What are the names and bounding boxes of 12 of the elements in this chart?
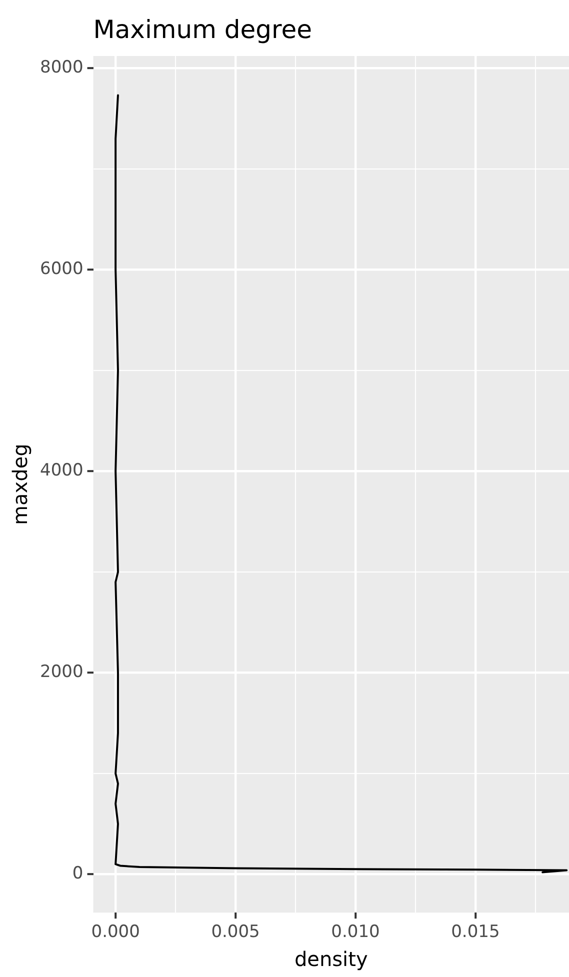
x-tick-label: 0.000: [91, 922, 140, 942]
y-tick-label: 4000: [40, 460, 84, 481]
chart-title: Maximum degree: [93, 15, 312, 44]
y-tick-label: 6000: [40, 259, 84, 280]
y-tick-label: 2000: [40, 662, 84, 682]
y-tick-label: 0: [72, 864, 84, 884]
x-tick-label: 0.005: [211, 922, 260, 942]
x-tick-label: 0.015: [451, 922, 500, 942]
x-tick-label: 0.010: [331, 922, 380, 942]
y-tick-label: 8000: [40, 58, 84, 78]
y-axis-title: maxdeg: [8, 444, 32, 525]
x-axis-title: density: [294, 947, 368, 972]
